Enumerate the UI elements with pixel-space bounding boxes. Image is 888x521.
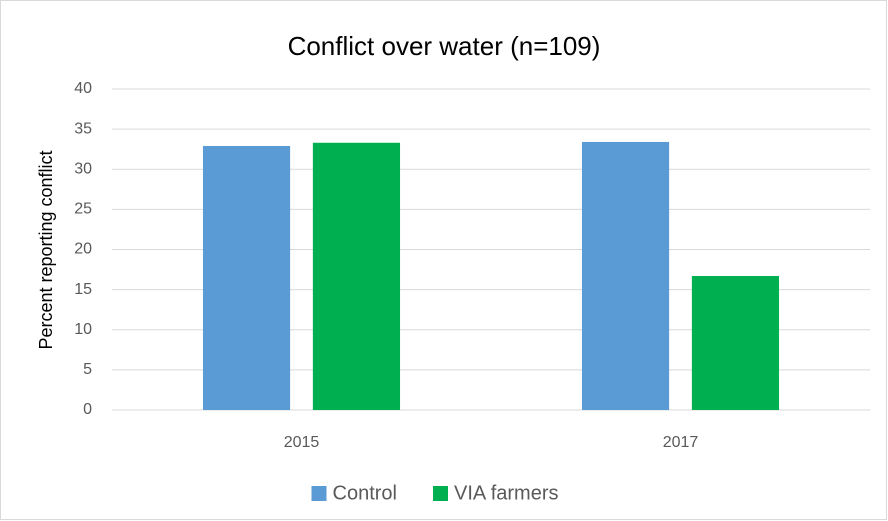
- y-tick-label: 35: [74, 120, 92, 137]
- y-tick-label: 15: [74, 281, 92, 298]
- chart-title: Conflict over water (n=109): [288, 31, 601, 61]
- x-tick-label: 2017: [663, 434, 699, 451]
- y-tick-label: 20: [74, 241, 92, 258]
- bar: [581, 141, 670, 410]
- y-tick-label: 10: [74, 321, 92, 338]
- legend-label: VIA farmers: [454, 482, 558, 504]
- x-tick-label: 2015: [284, 434, 320, 451]
- bar: [202, 145, 291, 411]
- y-tick-label: 25: [74, 201, 92, 218]
- bar: [312, 142, 401, 410]
- y-axis-label: Percent reporting conflict: [36, 150, 56, 349]
- y-tick-label: 0: [83, 401, 92, 418]
- y-tick-label: 5: [83, 361, 92, 378]
- y-tick-label: 30: [74, 160, 92, 177]
- y-tick-label: 40: [74, 80, 92, 97]
- bar: [691, 275, 780, 410]
- legend-swatch: [311, 486, 327, 501]
- legend-swatch: [433, 486, 448, 501]
- legend-label: Control: [333, 482, 397, 504]
